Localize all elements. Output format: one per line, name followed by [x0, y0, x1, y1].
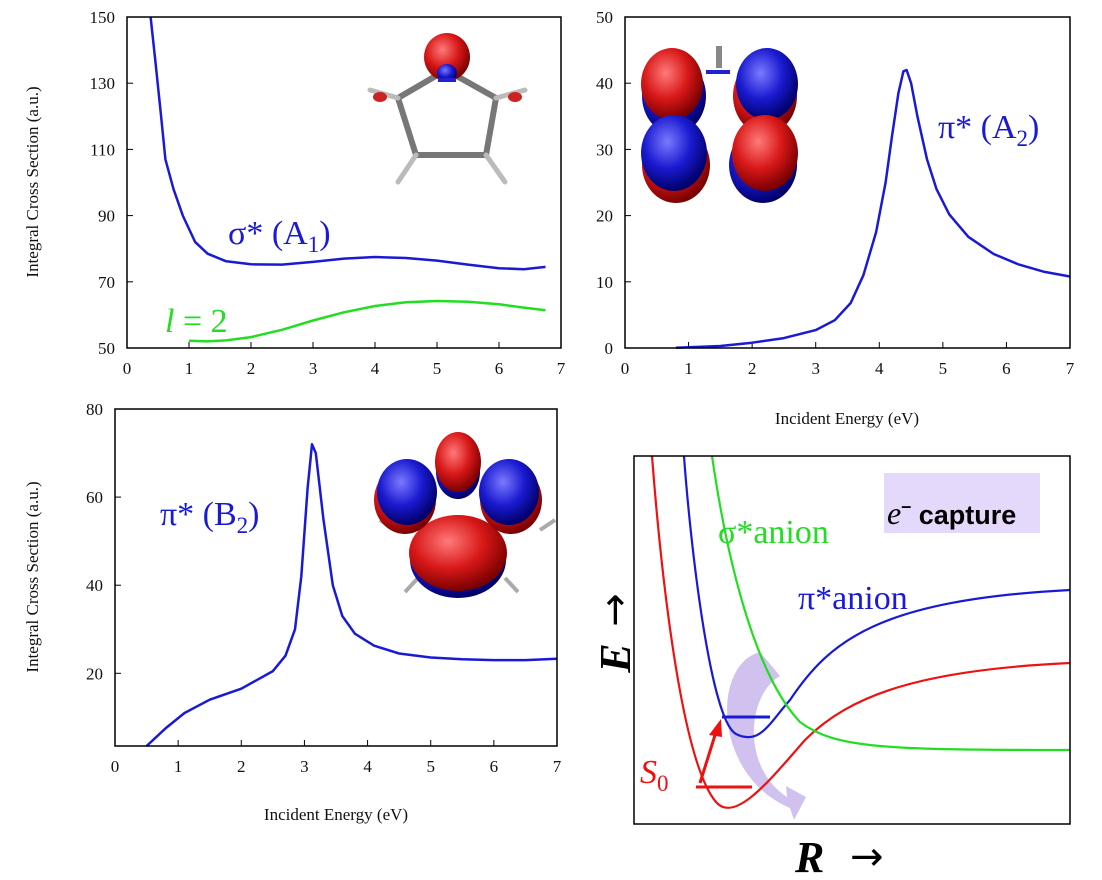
y-tick-label: 20 [596, 207, 613, 226]
panel-sigma-a1: 0 1 2 3 4 5 6 7 50 70 90 110 130 150 Integral Cross S… [23, 8, 566, 378]
svg-text:E: E [591, 643, 640, 673]
curve-s0 [650, 455, 1071, 809]
y-axis-label: Integral Cross Section (a.u.) [23, 86, 42, 277]
x-tick-label: 2 [247, 359, 256, 378]
y-tick-label: 0 [605, 339, 614, 358]
panel-pi-a2: 0 1 2 3 4 5 6 7 0 10 20 30 40 50 Incident Energy (eV)… [596, 8, 1075, 428]
y-tick-label: 50 [98, 339, 115, 358]
series-layer [675, 68, 1071, 349]
curves-layer [650, 455, 1071, 809]
series-label-pi-b2: π* (B2) [160, 496, 260, 538]
svg-text:→: → [592, 593, 638, 627]
x-tick-label: 3 [300, 757, 309, 776]
y-tick-label: 30 [596, 140, 613, 159]
x-tick-label: 7 [553, 757, 562, 776]
curve-pi-anion [682, 455, 1071, 739]
x-tick-label: 2 [748, 359, 757, 378]
x-tick-label: 5 [433, 359, 442, 378]
curve-sigma-anion [710, 455, 1071, 752]
x-tick-label: 1 [174, 757, 183, 776]
y-tick-label: 20 [86, 664, 103, 683]
svg-text:R: R [794, 833, 824, 880]
plot-frame [633, 455, 1071, 825]
x-tick-label: 1 [185, 359, 194, 378]
series-label-l2: l = 2 [165, 303, 228, 340]
x-tick-label: 6 [1002, 359, 1011, 378]
label-sigma-anion: σ*anion [718, 514, 829, 551]
x-tick-label: 4 [363, 757, 372, 776]
y-axis-label-e: E → [591, 593, 640, 673]
orbital-lobe-red [424, 33, 470, 81]
y-tick-label: 60 [86, 488, 103, 507]
plot-frame [114, 408, 558, 747]
series-label-pi-a2: π* (A2) [938, 109, 1039, 151]
x-tick-label: 0 [111, 757, 120, 776]
x-tick-label: 4 [875, 359, 884, 378]
y-tick-label: 40 [596, 74, 613, 93]
y-tick-label: 110 [90, 140, 115, 159]
series-line [149, 16, 546, 271]
x-axis-label: Incident Energy (eV) [775, 409, 919, 428]
y-tick-label: 80 [86, 400, 103, 419]
x-tick-label: 0 [621, 359, 630, 378]
x-axis-label-r: R → [794, 833, 884, 880]
y-tick-label: 130 [90, 74, 116, 93]
pyrrole-skeleton-inset [367, 33, 528, 185]
plot-frame [126, 16, 562, 349]
label-pi-anion: π*anion [798, 580, 908, 617]
svg-text:→: → [850, 834, 884, 880]
x-tick-label: 5 [426, 757, 435, 776]
panel-potential-curves: σ*anion π*anion S0 e– capture E → R → [591, 455, 1071, 880]
capture-highlight [884, 473, 1040, 533]
y-axis-label: Integral Cross Section (a.u.) [23, 481, 42, 672]
x-tick-label: 7 [1066, 359, 1075, 378]
y-tick-label: 40 [86, 576, 103, 595]
x-tick-label: 6 [490, 757, 499, 776]
series-line [188, 299, 546, 343]
excitation-arrow-head [709, 719, 722, 737]
x-tick-label: 3 [811, 359, 820, 378]
y-tick-label: 10 [596, 273, 613, 292]
y-tick-label: 90 [98, 207, 115, 226]
x-tick-label: 4 [371, 359, 380, 378]
x-tick-label: 1 [684, 359, 693, 378]
label-electron-capture: e– capture [887, 495, 1016, 531]
x-tick-label: 6 [495, 359, 504, 378]
orbital-lobe-blue [437, 64, 457, 82]
series-line [675, 68, 1071, 349]
y-tick-label: 50 [596, 8, 613, 27]
x-tick-label: 3 [309, 359, 318, 378]
series-layer [149, 16, 546, 343]
capture-arrow-shape [727, 652, 806, 820]
tick-labels: 0 1 2 3 4 5 6 7 0 10 20 30 40 50 [596, 8, 1075, 378]
label-s0: S0 [640, 754, 669, 796]
x-tick-label: 2 [237, 757, 246, 776]
orbital-inset-b2 [374, 432, 557, 598]
y-tick-label: 150 [90, 8, 116, 27]
x-tick-label: 5 [939, 359, 948, 378]
x-tick-label: 7 [557, 359, 566, 378]
orbital-inset-a2 [641, 46, 798, 203]
panel-pi-b2: 0 1 2 3 4 5 6 7 20 40 60 80 Integral Cross Section … [23, 400, 562, 824]
tick-labels: 0 1 2 3 4 5 6 7 50 70 90 110 130 150 [90, 8, 566, 378]
series-line [145, 442, 558, 747]
plot-frame [624, 16, 1071, 349]
excitation-arrow [698, 731, 718, 784]
x-tick-label: 0 [123, 359, 132, 378]
series-label-sigma-a1: σ* (A1) [228, 215, 331, 257]
series-layer [145, 442, 558, 747]
tick-labels: 0 1 2 3 4 5 6 7 20 40 60 80 [86, 400, 562, 776]
x-axis-label: Incident Energy (eV) [264, 805, 408, 824]
y-tick-label: 70 [98, 273, 115, 292]
